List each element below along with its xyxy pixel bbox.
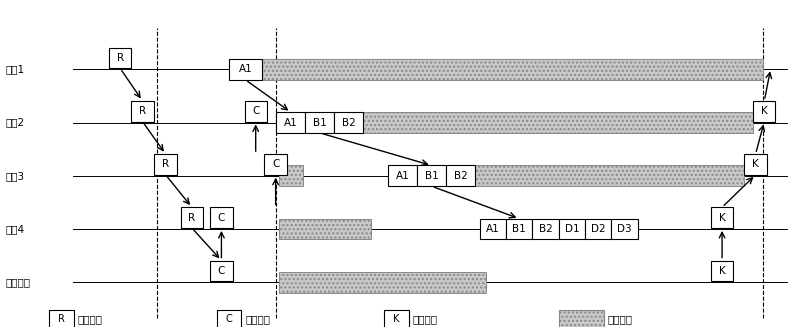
Text: R: R	[188, 213, 195, 223]
Bar	[279, 272, 486, 293]
Bar	[417, 166, 446, 186]
Bar	[217, 310, 241, 328]
Text: K: K	[393, 314, 399, 324]
Text: 汇聚节点: 汇聚节点	[6, 277, 30, 287]
Bar	[306, 112, 334, 133]
Text: 簇头2: 簇头2	[6, 118, 25, 128]
Bar	[388, 166, 417, 186]
Text: 确认数据: 确认数据	[413, 314, 438, 324]
Text: D1: D1	[565, 224, 579, 234]
Text: B2: B2	[538, 224, 553, 234]
Bar	[154, 154, 177, 175]
Text: K: K	[718, 266, 726, 276]
Bar	[480, 219, 506, 239]
Bar	[744, 154, 766, 175]
Text: 预约发送: 预约发送	[78, 314, 102, 324]
Text: C: C	[272, 159, 279, 170]
Bar	[506, 219, 533, 239]
Text: C: C	[218, 266, 225, 276]
Bar	[109, 48, 131, 68]
Bar	[711, 260, 734, 281]
Text: R: R	[117, 53, 124, 63]
Bar	[181, 207, 203, 228]
Bar	[559, 310, 604, 328]
Text: 确认预约: 确认预约	[245, 314, 270, 324]
Bar	[711, 207, 734, 228]
Bar	[585, 219, 611, 239]
Bar	[446, 166, 475, 186]
Bar	[210, 260, 233, 281]
Bar	[265, 154, 286, 175]
Bar	[262, 59, 762, 80]
Bar	[558, 219, 585, 239]
Bar	[475, 166, 745, 186]
Bar	[229, 59, 262, 80]
Text: D3: D3	[618, 224, 632, 234]
Text: K: K	[752, 159, 759, 170]
Text: 簇头4: 簇头4	[6, 224, 25, 234]
Text: A1: A1	[284, 118, 298, 128]
Text: A1: A1	[396, 171, 410, 181]
Text: C: C	[252, 106, 259, 116]
Text: B1: B1	[313, 118, 327, 128]
Bar	[131, 101, 154, 122]
Text: R: R	[139, 106, 146, 116]
Text: A1: A1	[238, 64, 252, 74]
Bar	[533, 219, 558, 239]
Text: D2: D2	[591, 224, 606, 234]
Bar	[277, 112, 306, 133]
Text: B2: B2	[342, 118, 356, 128]
Text: B1: B1	[425, 171, 438, 181]
Bar	[279, 166, 302, 186]
Text: 睡眠状态: 睡眠状态	[608, 314, 633, 324]
Text: A1: A1	[486, 224, 500, 234]
Bar	[210, 207, 233, 228]
Bar	[334, 112, 363, 133]
Bar	[245, 101, 267, 122]
Text: 簇头1: 簇头1	[6, 64, 25, 74]
Text: C: C	[226, 314, 232, 324]
Bar	[363, 112, 753, 133]
Text: B2: B2	[454, 171, 467, 181]
Bar	[279, 219, 370, 239]
Bar	[384, 310, 409, 328]
Text: R: R	[58, 314, 65, 324]
Text: K: K	[761, 106, 768, 116]
Bar	[753, 101, 775, 122]
Text: K: K	[718, 213, 726, 223]
Text: B1: B1	[512, 224, 526, 234]
Text: C: C	[218, 213, 225, 223]
Text: R: R	[162, 159, 169, 170]
Bar	[50, 310, 74, 328]
Text: 簇头3: 簇头3	[6, 171, 25, 181]
Bar	[611, 219, 638, 239]
